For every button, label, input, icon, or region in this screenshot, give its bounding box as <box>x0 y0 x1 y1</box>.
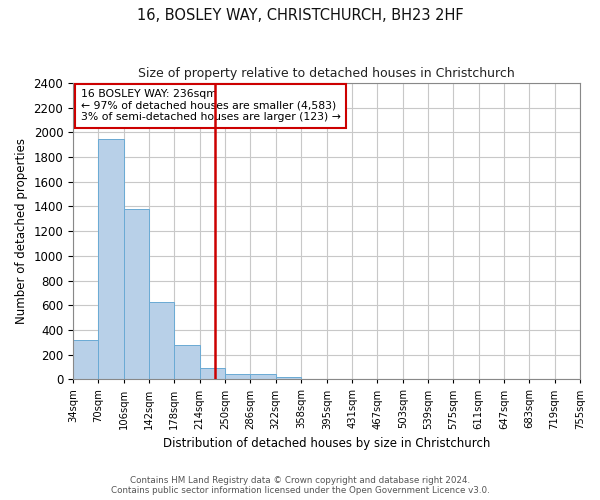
X-axis label: Distribution of detached houses by size in Christchurch: Distribution of detached houses by size … <box>163 437 490 450</box>
Bar <box>149 302 174 380</box>
Bar <box>301 378 327 380</box>
Bar <box>554 378 580 380</box>
Bar <box>174 346 200 380</box>
Bar <box>73 340 98 380</box>
Title: Size of property relative to detached houses in Christchurch: Size of property relative to detached ho… <box>138 68 515 80</box>
Bar <box>275 377 301 380</box>
Bar <box>225 374 250 380</box>
Bar <box>250 374 275 380</box>
Bar <box>124 209 149 380</box>
Text: Contains HM Land Registry data © Crown copyright and database right 2024.
Contai: Contains HM Land Registry data © Crown c… <box>110 476 490 495</box>
Bar <box>98 138 124 380</box>
Bar <box>200 368 225 380</box>
Text: 16, BOSLEY WAY, CHRISTCHURCH, BH23 2HF: 16, BOSLEY WAY, CHRISTCHURCH, BH23 2HF <box>137 8 463 22</box>
Y-axis label: Number of detached properties: Number of detached properties <box>15 138 28 324</box>
Text: 16 BOSLEY WAY: 236sqm
← 97% of detached houses are smaller (4,583)
3% of semi-de: 16 BOSLEY WAY: 236sqm ← 97% of detached … <box>80 89 341 122</box>
